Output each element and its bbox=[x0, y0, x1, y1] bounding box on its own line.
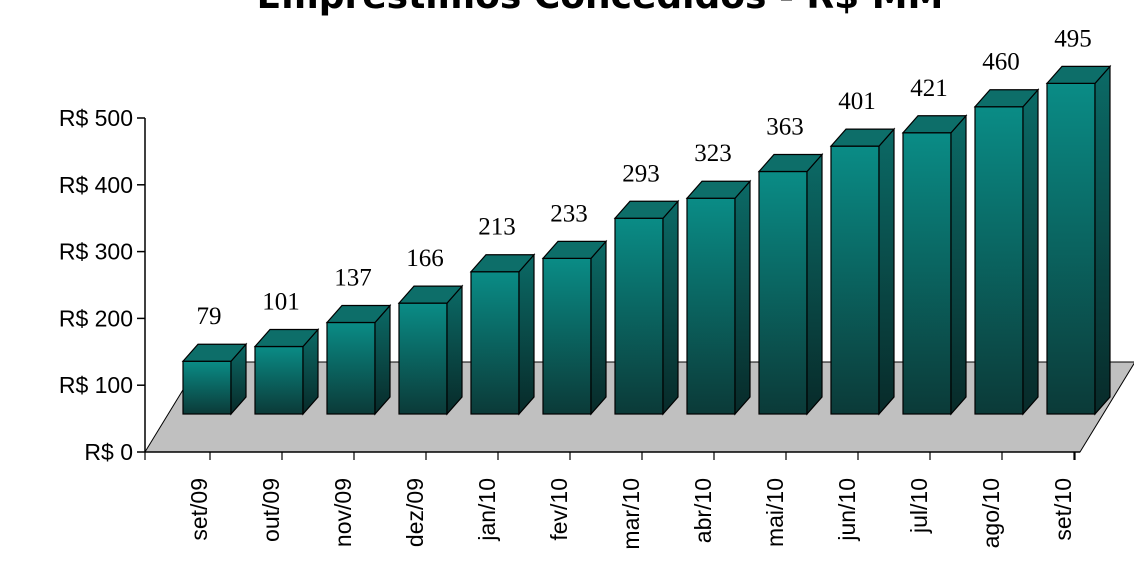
y-tick-label: R$ 0 bbox=[84, 439, 133, 465]
bar-front bbox=[254, 345, 304, 415]
x-tick-label: out/09 bbox=[258, 478, 284, 542]
y-tick-label: R$ 300 bbox=[59, 239, 133, 265]
data-label: 79 bbox=[197, 303, 222, 330]
data-label: 460 bbox=[982, 49, 1020, 76]
bar bbox=[757, 152, 824, 416]
data-label: 421 bbox=[910, 75, 948, 102]
bar bbox=[469, 253, 536, 416]
y-tick-label: R$ 100 bbox=[59, 372, 133, 398]
x-tick-label: nov/09 bbox=[330, 478, 356, 547]
bar bbox=[253, 327, 320, 416]
y-tick-label: R$ 400 bbox=[59, 172, 133, 198]
data-label: 401 bbox=[838, 88, 876, 115]
bar bbox=[685, 179, 752, 416]
bar-side bbox=[518, 253, 535, 416]
bar bbox=[397, 284, 464, 416]
bar-side bbox=[950, 114, 967, 416]
data-label: 293 bbox=[622, 160, 660, 187]
bar-top bbox=[1045, 65, 1112, 84]
bar-top bbox=[685, 180, 752, 199]
bar-front bbox=[470, 271, 520, 415]
bar-top bbox=[397, 285, 464, 304]
bar bbox=[541, 239, 608, 416]
bar-top bbox=[613, 200, 680, 219]
bar bbox=[325, 303, 392, 416]
x-tick-label: ago/10 bbox=[978, 478, 1004, 548]
bar-side bbox=[806, 152, 823, 416]
bar-top bbox=[325, 304, 392, 324]
x-tick-label: set/09 bbox=[186, 478, 212, 541]
x-tick-label: mai/10 bbox=[762, 478, 788, 547]
x-tick-label: abr/10 bbox=[690, 478, 716, 543]
bar-side bbox=[374, 303, 391, 416]
data-label: 363 bbox=[766, 114, 804, 141]
bar-side bbox=[1094, 64, 1111, 416]
x-tick-label: dez/09 bbox=[402, 478, 428, 547]
x-tick-label: jan/10 bbox=[474, 478, 500, 542]
bar-front bbox=[974, 106, 1024, 415]
bar bbox=[901, 114, 968, 416]
bar bbox=[829, 127, 896, 416]
data-label: 495 bbox=[1054, 25, 1092, 52]
y-tick-label: R$ 200 bbox=[59, 305, 133, 331]
y-tick-label: R$ 500 bbox=[59, 105, 133, 131]
bar-side bbox=[446, 284, 463, 416]
bar-top bbox=[901, 115, 968, 134]
bar-front bbox=[182, 360, 232, 415]
bar-front bbox=[758, 170, 808, 415]
bar-top bbox=[973, 89, 1040, 108]
data-label: 213 bbox=[478, 214, 516, 241]
data-label: 137 bbox=[334, 264, 372, 291]
x-tick-label: fev/10 bbox=[546, 478, 572, 541]
bar-top bbox=[829, 128, 896, 147]
bar bbox=[181, 342, 248, 416]
bar-side bbox=[734, 179, 751, 416]
bar-side bbox=[590, 239, 607, 416]
bar-top bbox=[181, 343, 248, 362]
bar-side bbox=[878, 127, 895, 416]
bar-top bbox=[469, 254, 536, 273]
bar-side bbox=[662, 199, 679, 416]
x-tick-label: set/10 bbox=[1050, 478, 1076, 541]
bar-top bbox=[253, 328, 320, 348]
bar bbox=[613, 199, 680, 416]
data-label: 323 bbox=[694, 140, 732, 167]
data-label: 101 bbox=[262, 289, 300, 316]
chart-title: Empréstimos Concedidos - R$ MM bbox=[257, 0, 944, 17]
bar-front bbox=[902, 132, 952, 415]
bar bbox=[973, 88, 1040, 416]
bar-front bbox=[830, 145, 880, 415]
bar-front bbox=[398, 302, 448, 415]
bar-front bbox=[1046, 82, 1096, 415]
x-tick-label: jun/10 bbox=[834, 478, 860, 542]
data-label: 166 bbox=[406, 245, 444, 272]
bar-front bbox=[542, 257, 592, 415]
bar-side bbox=[1022, 88, 1039, 416]
data-label: 233 bbox=[550, 200, 588, 227]
bar-front bbox=[326, 321, 376, 415]
x-tick-label: jul/10 bbox=[906, 478, 932, 534]
bar-front bbox=[614, 217, 664, 415]
bar-top bbox=[757, 153, 824, 173]
bar bbox=[1045, 64, 1112, 416]
x-tick-label: mar/10 bbox=[618, 478, 644, 550]
bar-front bbox=[686, 197, 736, 415]
bar-top bbox=[541, 240, 608, 259]
